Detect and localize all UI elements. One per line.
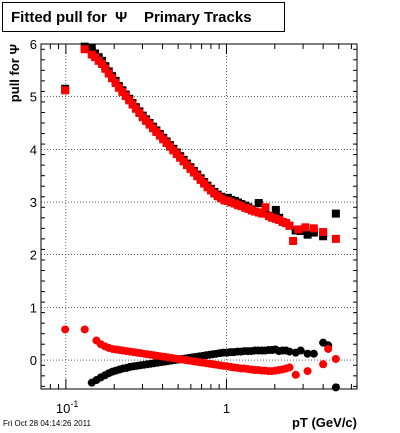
y-tick-label: 1: [30, 300, 37, 315]
x-tick-label: 1: [223, 401, 230, 416]
data-point-square: [331, 209, 340, 218]
y-tick-label: 4: [30, 142, 37, 157]
data-point-square: [118, 87, 127, 96]
data-point-square: [87, 44, 96, 53]
x-axis-title: pT (GeV/c): [292, 415, 357, 430]
data-point-square: [104, 69, 113, 78]
data-point-square: [61, 86, 70, 95]
data-point-circle: [324, 344, 333, 353]
timestamp: Fri Oct 28 04:14:26 2011: [3, 419, 91, 428]
data-point-square: [125, 96, 134, 105]
data-point-square: [128, 100, 137, 109]
data-point-square: [101, 64, 110, 73]
data-point-square: [309, 228, 318, 237]
data-point-square: [301, 223, 310, 232]
data-point-circle: [291, 370, 300, 379]
data-point-circle: [331, 354, 340, 363]
data-point-square: [111, 78, 120, 87]
y-tick-label: 2: [30, 248, 37, 263]
data-point-square: [258, 209, 267, 218]
data-point-square: [98, 60, 107, 69]
data-point-circle: [303, 349, 312, 358]
data-point-circle: [309, 349, 318, 358]
x-tick-label: 10-1: [56, 399, 78, 416]
data-point-square: [135, 109, 144, 117]
y-axis-title: pull for Ψ: [7, 44, 22, 102]
data-point-square: [80, 45, 89, 54]
data-point-square: [309, 224, 318, 233]
data-point-square: [114, 83, 123, 92]
axis-labels: 0 1 2 3 4 5 6 10-1 1 pT (GeV/c) pull for Ψ: [7, 37, 357, 430]
data-point-circle: [285, 363, 294, 372]
data-point-circle: [296, 346, 305, 355]
data-point-circle: [303, 367, 312, 376]
data-point-square: [294, 225, 303, 234]
data-point-circle: [61, 325, 70, 334]
data-point-circle: [285, 347, 294, 356]
data-point-square: [131, 104, 140, 113]
data-point-circle: [319, 360, 328, 369]
data-point-square: [108, 74, 117, 83]
data-point-square: [303, 230, 312, 239]
data-point-square: [285, 221, 294, 230]
data-point-square: [261, 203, 270, 212]
chart-title: Fitted pull for Ψ Primary Tracks: [2, 2, 285, 32]
data-point-square: [271, 205, 280, 214]
plot-frame: [40, 43, 358, 390]
data-point-square: [254, 199, 263, 208]
grid: [41, 43, 357, 389]
data-point-square: [331, 234, 340, 243]
data-point-square: [319, 228, 328, 237]
y-tick-label: 5: [30, 90, 37, 105]
data-point-circle: [331, 383, 340, 392]
data-point-square: [319, 232, 328, 241]
y-tick-label: 6: [30, 37, 37, 52]
axes: [40, 43, 358, 390]
data-point-circle: [80, 325, 89, 334]
y-tick-label: 0: [30, 353, 37, 368]
data-marks: [61, 42, 340, 392]
data-point-square: [121, 92, 130, 101]
y-tick-label: 3: [30, 195, 37, 210]
data-point-square: [289, 236, 298, 245]
